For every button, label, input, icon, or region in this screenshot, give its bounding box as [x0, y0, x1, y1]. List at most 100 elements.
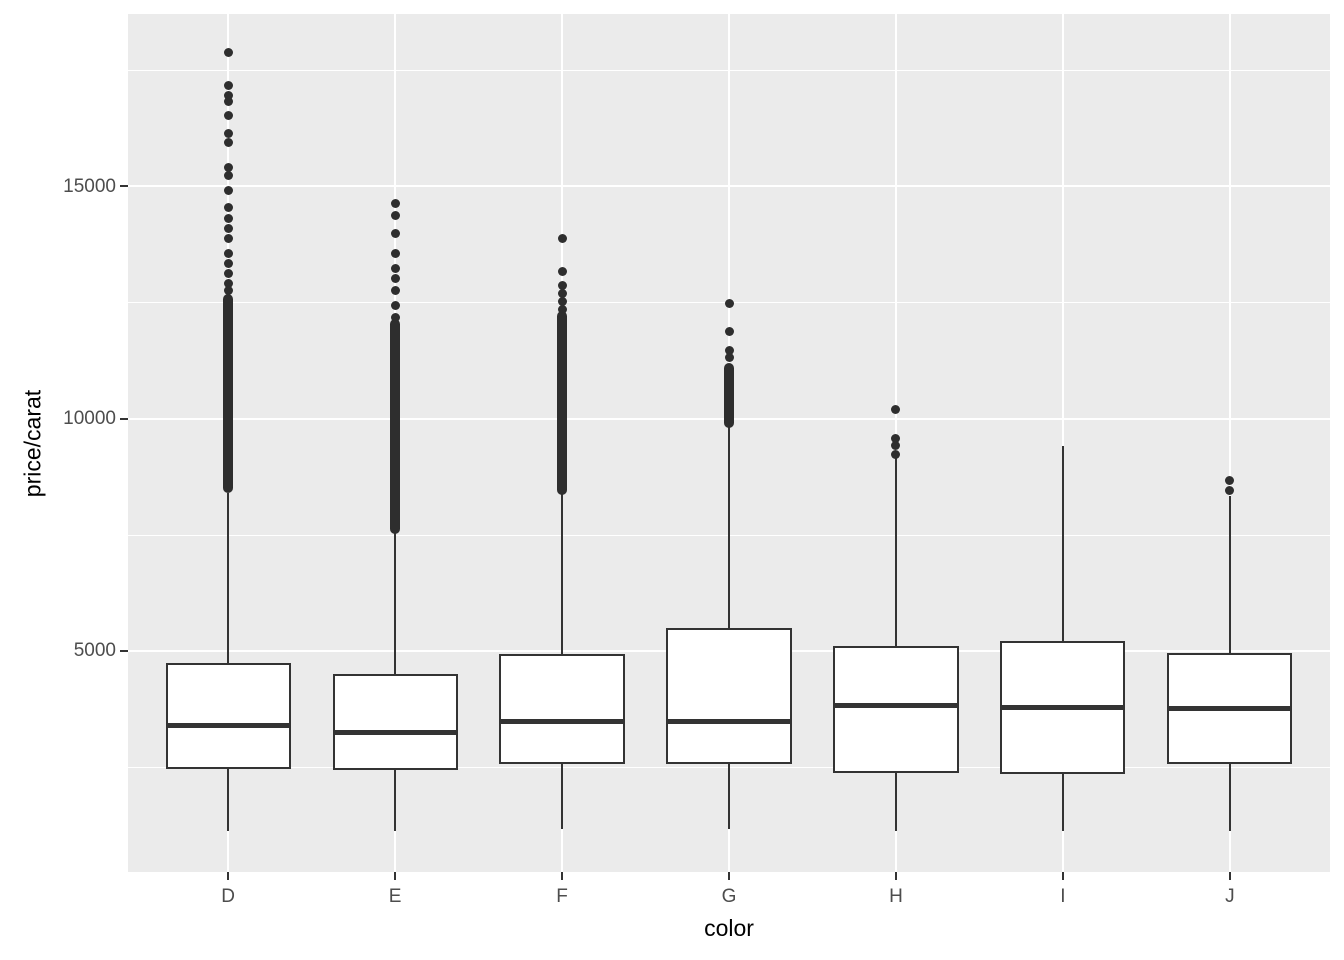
outlier-dot-D	[223, 137, 233, 147]
upper-whisker-F	[561, 492, 564, 654]
x-tick-label: I	[1060, 886, 1066, 907]
box-E	[332, 673, 458, 770]
x-tick-mark	[1061, 872, 1064, 880]
outlier-dot-F	[557, 297, 567, 306]
y-tick-mark	[120, 417, 128, 420]
outlier-dot-G	[724, 298, 734, 308]
x-tick-label: J	[1225, 886, 1235, 907]
outlier-dot-E	[390, 285, 400, 295]
outlier-dot-D	[223, 269, 233, 279]
upper-whisker-J	[1228, 495, 1231, 653]
lower-whisker-H	[894, 772, 897, 831]
outlier-dot-E	[390, 228, 400, 238]
x-tick-mark	[1228, 872, 1231, 880]
box-D	[165, 662, 291, 769]
outlier-dot-F	[557, 280, 567, 290]
y-tick-label: 10000	[63, 408, 116, 430]
outlier-dot-E	[390, 211, 400, 221]
lower-whisker-D	[227, 768, 230, 831]
outlier-dot-D	[223, 128, 233, 138]
outlier-dot-D	[223, 90, 233, 100]
median-line-J	[1169, 706, 1291, 712]
x-major-gridline-I	[1061, 14, 1064, 872]
outlier-dot-F	[557, 266, 567, 276]
outlier-dot-D	[223, 223, 233, 233]
outlier-dot-D	[223, 213, 233, 223]
outlier-dot-E	[390, 248, 400, 258]
x-tick-mark	[227, 872, 230, 880]
outlier-dot-D	[223, 170, 233, 180]
x-tick-label: G	[721, 886, 737, 907]
outlier-dot-D	[223, 233, 233, 243]
outlier-band-D	[223, 294, 234, 493]
outlier-dot-H	[891, 440, 901, 450]
x-tick-mark	[561, 872, 564, 880]
lower-whisker-G	[728, 763, 730, 829]
x-tick-label: H	[889, 886, 903, 907]
lower-whisker-F	[561, 763, 564, 829]
lower-whisker-J	[1228, 763, 1231, 831]
outlier-dot-E	[390, 312, 400, 322]
outlier-dot-H	[891, 433, 901, 443]
median-line-E	[334, 730, 456, 736]
outlier-dot-G	[724, 346, 734, 356]
outlier-dot-D	[223, 285, 233, 295]
box-H	[833, 645, 959, 773]
upper-whisker-I	[1061, 446, 1064, 641]
box-G	[666, 627, 792, 764]
x-tick-label: F	[556, 886, 568, 907]
outlier-dot-D	[223, 97, 233, 107]
upper-whisker-D	[227, 492, 230, 663]
median-line-F	[501, 719, 623, 725]
median-line-I	[1002, 705, 1124, 711]
x-major-gridline-J	[1228, 14, 1231, 872]
median-line-D	[167, 723, 289, 729]
outlier-dot-D	[223, 248, 233, 258]
x-tick-mark	[394, 872, 397, 880]
outlier-dot-F	[557, 288, 567, 298]
outlier-dot-D	[223, 110, 233, 120]
plot-panel	[128, 14, 1330, 872]
x-axis-title: color	[704, 915, 754, 941]
outlier-dot-G	[724, 326, 734, 336]
upper-whisker-H	[894, 458, 897, 646]
y-tick-label: 15000	[63, 175, 116, 197]
outlier-dot-F	[557, 304, 567, 314]
outlier-dot-E	[390, 263, 400, 273]
x-tick-mark	[728, 872, 730, 880]
outlier-dot-D	[223, 202, 233, 212]
outlier-dot-D	[223, 162, 233, 172]
box-F	[499, 653, 625, 764]
outlier-dot-F	[557, 233, 567, 243]
y-tick-label: 5000	[73, 640, 116, 662]
upper-whisker-G	[728, 425, 730, 628]
outlier-dot-D	[223, 279, 233, 289]
median-line-G	[668, 719, 790, 725]
outlier-band-G	[724, 363, 734, 428]
outlier-dot-H	[891, 450, 901, 460]
y-tick-mark	[120, 185, 128, 188]
outlier-dot-D	[223, 185, 233, 195]
x-tick-mark	[894, 872, 897, 880]
y-tick-mark	[120, 649, 128, 652]
outlier-dot-G	[724, 353, 734, 363]
outlier-dot-H	[891, 405, 901, 415]
outlier-dot-E	[390, 300, 400, 310]
x-tick-label: E	[388, 886, 402, 907]
lower-whisker-I	[1061, 773, 1064, 831]
outlier-dot-D	[223, 81, 233, 91]
outlier-dot-E	[390, 199, 400, 208]
outlier-dot-J	[1225, 476, 1235, 486]
lower-whisker-E	[394, 769, 397, 831]
outlier-dot-J	[1225, 486, 1235, 496]
median-line-H	[835, 703, 957, 709]
outlier-band-E	[390, 319, 401, 535]
y-axis-title: price/carat	[19, 389, 46, 498]
upper-whisker-E	[394, 531, 397, 674]
outlier-dot-E	[390, 273, 400, 283]
outlier-band-F	[557, 311, 568, 495]
outlier-dot-D	[223, 258, 233, 268]
outlier-dot-D	[223, 47, 233, 57]
x-tick-label: D	[221, 886, 236, 907]
